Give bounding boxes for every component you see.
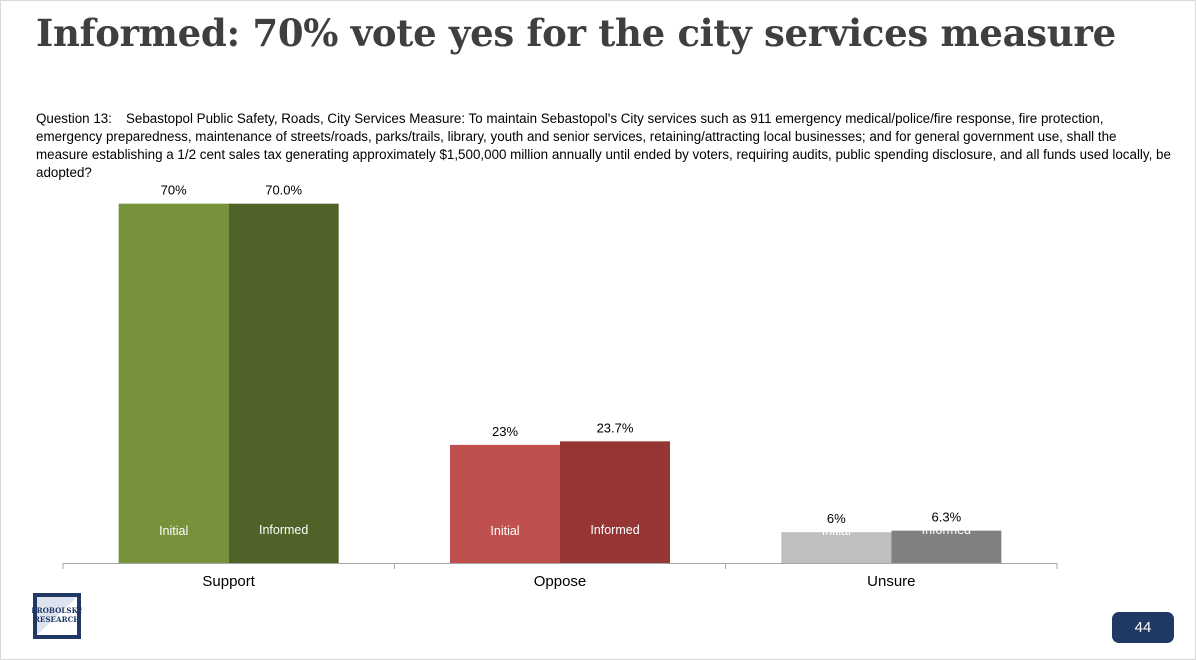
logo-text-line: RESEARCH xyxy=(34,615,80,624)
data-label: 6.3% xyxy=(932,510,962,525)
logo-text-line: PROBOLSKY xyxy=(32,606,82,615)
bar-series-label: Informed xyxy=(922,523,971,537)
bar-series-label: Initial xyxy=(822,524,851,538)
bar-initial-support xyxy=(118,203,229,563)
logo-accent xyxy=(37,597,77,635)
data-label: 70% xyxy=(161,183,187,198)
data-label: 23.7% xyxy=(597,420,634,435)
data-label: 70.0% xyxy=(265,183,302,198)
bar-series-label: Initial xyxy=(490,524,519,538)
bar-series-label: Informed xyxy=(259,523,308,537)
question-number: Question 13: xyxy=(36,111,112,126)
question-body: Sebastopol Public Safety, Roads, City Se… xyxy=(36,111,1171,180)
x-tick-label: Unsure xyxy=(867,573,915,590)
slide-title: Informed: 70% vote yes for the city serv… xyxy=(36,11,1116,55)
bar-initial-unsure xyxy=(781,532,892,563)
x-tick-label: Oppose xyxy=(534,573,587,590)
bar-series-label: Informed xyxy=(590,523,639,537)
bar-initial-oppose xyxy=(450,444,560,563)
probolsky-logo: PROBOLSKY RESEARCH xyxy=(32,593,82,639)
bar-informed-support xyxy=(228,203,339,563)
x-tick-label: Support xyxy=(202,573,255,590)
bar-informed-unsure xyxy=(891,530,1002,563)
page-number-badge: 44 xyxy=(1112,612,1174,643)
bar-informed-oppose xyxy=(560,441,670,563)
question-text-block: Question 13: Sebastopol Public Safety, Ro… xyxy=(36,110,1171,182)
bar-chart: 70% Initial 70.0% Informed Support 23% Initial… xyxy=(62,183,1058,590)
data-label: 6% xyxy=(827,511,846,526)
bar-series-label: Initial xyxy=(159,524,188,538)
data-label: 23% xyxy=(492,424,518,439)
